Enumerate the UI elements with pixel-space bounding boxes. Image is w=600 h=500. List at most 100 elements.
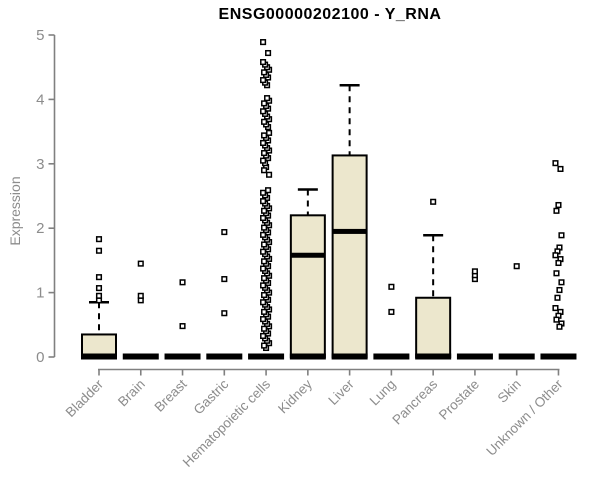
outlier-point (265, 49, 272, 57)
outlier-point (266, 171, 273, 178)
outlier-point (261, 118, 268, 125)
boxplot-bladder (81, 236, 117, 360)
median-line (332, 228, 367, 234)
outlier-point (95, 236, 103, 243)
outlier-point (261, 132, 268, 139)
outlier-point (261, 167, 268, 174)
outlier-point (137, 260, 144, 267)
boxplot-skin (498, 263, 535, 360)
zero-median-bar (415, 353, 452, 360)
x-tick-label-pancreas: Pancreas (389, 376, 440, 427)
zero-median-bar (81, 353, 117, 360)
outlier-point (556, 286, 563, 294)
boxplot-breast (164, 279, 201, 360)
outlier-point (95, 292, 103, 299)
x-tick-label-breast: Breast (151, 376, 189, 414)
outlier-point (261, 308, 268, 315)
boxplot-unknown-other (540, 160, 577, 360)
outlier-point (137, 292, 144, 299)
box-body (289, 214, 326, 358)
y-tick-label: 2 (36, 220, 44, 237)
zero-median-bar (248, 353, 285, 360)
y-tick-label: 5 (36, 27, 44, 44)
zero-median-bar (289, 353, 326, 360)
outlier-point (221, 310, 228, 317)
outlier-point (260, 214, 267, 222)
boxplot-brain (122, 260, 159, 360)
x-tick-label-brain: Brain (115, 377, 148, 410)
median-line (290, 252, 325, 258)
outlier-point (260, 231, 267, 238)
outlier-point (260, 332, 267, 339)
outlier-point (221, 229, 228, 236)
y-axis-label: Expression (7, 176, 23, 246)
zero-median-bar (122, 353, 159, 360)
outlier-point (556, 323, 563, 330)
zero-median-bar (164, 353, 201, 360)
outlier-point (260, 316, 267, 323)
outlier-point (260, 108, 267, 115)
outlier-point (261, 258, 268, 265)
outlier-point (261, 291, 268, 299)
zero-median-bar (540, 353, 577, 360)
outlier-point (553, 270, 560, 277)
outlier-point (179, 279, 186, 286)
outlier-point (260, 139, 267, 147)
outlier-point (260, 189, 267, 196)
outlier-point (265, 187, 272, 194)
y-tick-label: 0 (36, 349, 44, 366)
outlier-point (260, 157, 267, 164)
y-tick-label: 4 (36, 91, 44, 108)
box-body (415, 296, 452, 359)
y-tick-label: 3 (36, 156, 44, 173)
x-tick-label-gastric: Gastric (191, 376, 232, 417)
outlier-point (221, 276, 228, 283)
y-tick-label: 1 (36, 285, 44, 302)
outlier-point (260, 265, 267, 272)
boxplot-lung (373, 283, 410, 360)
boxplot-liver (331, 83, 368, 360)
box-body (331, 154, 368, 358)
boxplot-kidney (289, 188, 326, 360)
outlier-point (513, 263, 520, 270)
outlier-point (558, 232, 565, 239)
x-tick-label-unknown-other: Unknown / Other (483, 376, 566, 459)
outlier-point (553, 316, 560, 323)
zero-median-bar (331, 353, 368, 360)
boxplot-gastric (206, 229, 243, 360)
outlier-point (471, 268, 478, 275)
boxplot-hematopoietic-cells (248, 39, 285, 360)
x-tick-label-prostate: Prostate (436, 377, 482, 423)
outlier-point (388, 283, 395, 290)
outlier-point (260, 198, 267, 205)
outlier-point (261, 207, 268, 214)
outlier-point (261, 275, 268, 282)
outlier-point (557, 165, 564, 173)
outlier-point (552, 252, 559, 259)
zero-median-bar (373, 353, 410, 360)
outlier-point (261, 342, 268, 349)
outlier-point (179, 323, 186, 330)
outlier-point (430, 198, 437, 205)
outlier-point (552, 160, 559, 167)
outlier-point (553, 207, 560, 214)
outlier-point (260, 39, 267, 46)
outlier-point (261, 100, 268, 107)
x-tick-label-kidney: Kidney (275, 376, 315, 416)
outlier-point (95, 274, 103, 281)
outlier-point (261, 325, 268, 332)
outlier-point (260, 282, 267, 289)
chart-title: ENSG00000202100 - Y_RNA (218, 6, 442, 23)
outlier-point (264, 95, 271, 102)
outlier-point (261, 224, 268, 231)
x-tick-label-skin: Skin (495, 377, 524, 406)
outlier-point (260, 58, 267, 66)
outlier-point (261, 69, 268, 76)
outlier-point (260, 248, 267, 255)
boxplot-prostate (456, 268, 493, 360)
outlier-point (554, 294, 561, 301)
y-axis: 0 1 2 3 4 5 (36, 27, 56, 366)
